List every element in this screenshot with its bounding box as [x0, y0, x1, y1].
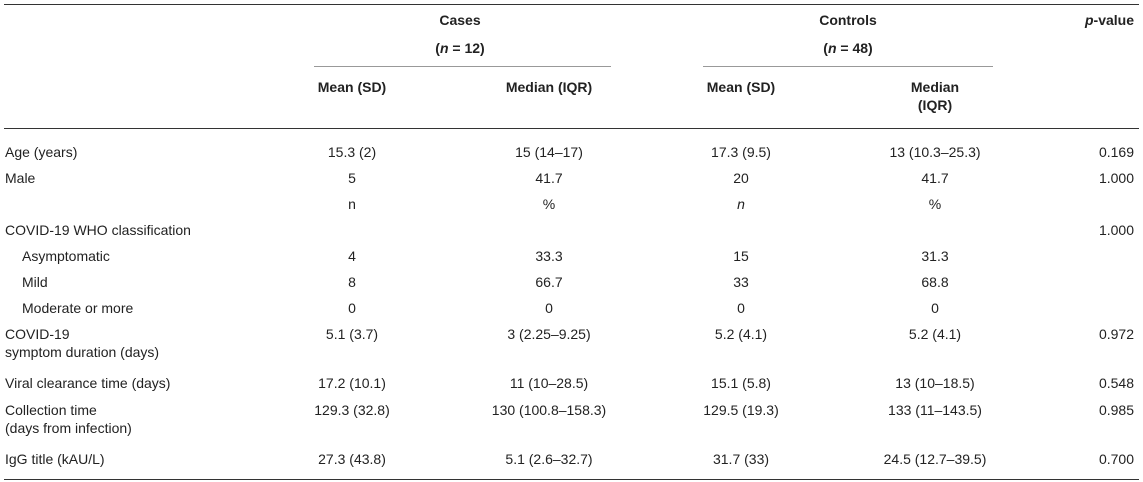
row-label: Viral clearance time (days)	[5, 375, 171, 391]
cell-cases-mean: 8	[348, 274, 356, 290]
cell-controls-mean: 33	[733, 274, 749, 290]
row-label: Age (years)	[5, 144, 78, 160]
cell-controls-mean: 15.1 (5.8)	[711, 375, 771, 391]
cell-controls-mean: 15	[733, 248, 749, 264]
cell-cases-median: 33.3	[535, 248, 563, 264]
cell-controls-median: 13 (10–18.5)	[895, 375, 975, 391]
cell-controls-median: 5.2 (4.1)	[908, 326, 962, 342]
cell-cases-median: 41.7	[535, 170, 563, 186]
cell-cases-median: 11 (10–28.5)	[509, 375, 589, 391]
controls-header: Controls	[819, 12, 877, 28]
cell-controls-median: 41.7	[921, 170, 949, 186]
cell-controls-mean: 20	[733, 170, 749, 186]
row-label: Collection time	[5, 402, 97, 418]
table-bottom-rule	[4, 479, 1139, 480]
row-label: COVID-19 WHO classification	[5, 222, 191, 238]
pvalue-header: p-value	[1084, 12, 1134, 28]
cases-group-rule	[314, 66, 611, 67]
cases-mean-header: Mean (SD)	[317, 79, 387, 95]
cell-controls-mean: 0	[737, 300, 745, 316]
cell-pvalue: 0.169	[1098, 144, 1134, 160]
cell-controls-median: 24.5 (12.7–39.5)	[883, 451, 987, 467]
cell-pvalue: 0.548	[1098, 375, 1134, 391]
cell-pvalue: 0.985	[1098, 402, 1134, 418]
cell-controls-median: 0	[931, 300, 939, 316]
cases-n: (n = 12)	[435, 40, 485, 56]
cell-pvalue: 1.000	[1098, 170, 1134, 186]
cell-controls-median: 13 (10.3–25.3)	[889, 144, 981, 160]
cell-cases-mean: 0	[348, 300, 356, 316]
controls-median-header: Median	[910, 79, 960, 95]
controls-mean-header: Mean (SD)	[706, 79, 776, 95]
cell-controls-mean: 31.7 (33)	[712, 451, 770, 467]
row-label: COVID-19	[5, 326, 70, 342]
row-label: Male	[5, 170, 36, 186]
cell-cases-mean: 4	[348, 248, 356, 264]
controls-group-rule	[703, 66, 993, 67]
cell-controls-mean: n	[737, 196, 745, 212]
header-bottom-rule	[4, 128, 1139, 129]
cases-median-header: Median (IQR)	[505, 79, 593, 95]
cell-cases-median: 3 (2.25–9.25)	[507, 326, 591, 342]
cell-cases-mean: n	[348, 196, 356, 212]
cell-cases-mean: 129.3 (32.8)	[314, 402, 390, 418]
cell-controls-median: %	[928, 196, 942, 212]
cell-controls-median: 133 (11–143.5)	[888, 402, 982, 418]
row-label-line2: symptom duration (days)	[5, 344, 160, 360]
cell-cases-median: 15 (14–17)	[515, 144, 583, 160]
cell-cases-median: 66.7	[535, 274, 563, 290]
controls-median-header-line2: (IQR)	[917, 97, 953, 113]
controls-n: (n = 48)	[823, 40, 873, 56]
cell-controls-median: 68.8	[921, 274, 949, 290]
cell-pvalue: 0.700	[1098, 451, 1134, 467]
cell-cases-mean: 5	[348, 170, 356, 186]
cell-controls-mean: 17.3 (9.5)	[711, 144, 771, 160]
cell-pvalue: 1.000	[1098, 222, 1134, 238]
cell-cases-median: 130 (100.8–158.3)	[491, 402, 607, 418]
cell-controls-mean: 5.2 (4.1)	[714, 326, 768, 342]
row-label: Asymptomatic	[22, 248, 110, 264]
cell-cases-median: 5.1 (2.6–32.7)	[505, 451, 593, 467]
cell-controls-mean: 129.5 (19.3)	[703, 402, 779, 418]
row-label: Moderate or more	[22, 300, 134, 316]
cell-pvalue: 0.972	[1098, 326, 1134, 342]
cell-cases-mean: 27.3 (43.8)	[318, 451, 386, 467]
cell-controls-median: 31.3	[921, 248, 949, 264]
table-top-rule	[4, 4, 1139, 5]
cell-cases-mean: 17.2 (10.1)	[318, 375, 386, 391]
cell-cases-mean: 15.3 (2)	[327, 144, 377, 160]
cell-cases-median: %	[542, 196, 556, 212]
row-label: Mild	[22, 274, 48, 290]
row-label: IgG title (kAU/L)	[5, 451, 105, 467]
cases-header: Cases	[439, 12, 481, 28]
row-label-line2: (days from infection)	[5, 420, 132, 436]
cell-cases-mean: 5.1 (3.7)	[325, 326, 379, 342]
cell-cases-median: 0	[545, 300, 553, 316]
